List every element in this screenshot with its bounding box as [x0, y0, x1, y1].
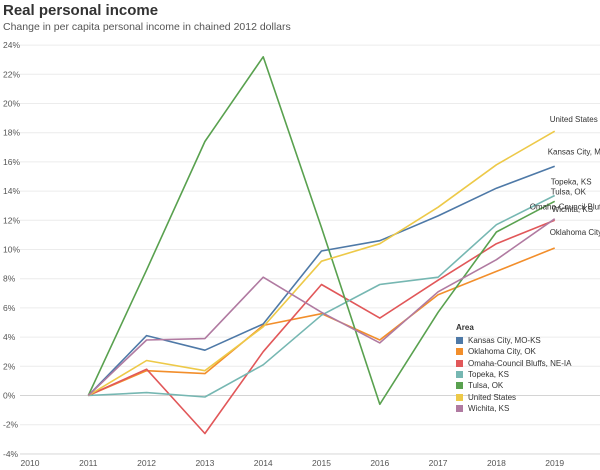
series-line [87, 247, 555, 397]
chart-title: Real personal income [3, 2, 159, 19]
legend-swatch [456, 337, 463, 345]
y-tick-label: 16% [3, 157, 20, 167]
y-tick-label: 10% [3, 245, 20, 255]
legend-items: Kansas City, MO-KS Oklahoma City, OK Omaha… [456, 335, 571, 414]
legend-label: Wichita, KS [468, 403, 510, 413]
grid-lines [20, 44, 600, 455]
legend-label: United States [468, 392, 517, 402]
series-end-label: Kansas City, MO-KS [548, 147, 600, 156]
y-tick-label: -4% [3, 449, 19, 459]
legend-item: Wichita, KS [456, 403, 571, 414]
legend-title: Area [456, 323, 474, 332]
legend-item: Topeka, KS [456, 369, 571, 380]
legend-item: Oklahoma City, OK [456, 346, 571, 357]
y-tick-label: 18% [3, 128, 20, 138]
legend-label: Kansas City, MO-KS [468, 336, 541, 346]
x-tick-label: 2016 [370, 458, 389, 468]
series-end-label: Tulsa, OK [551, 187, 587, 196]
series-line [87, 55, 556, 406]
series-end-label: Omaha-Council Bluffs, NE-IA [530, 202, 600, 211]
x-tick-label: 2017 [429, 458, 448, 468]
series-end-label: Topeka, KS [551, 177, 592, 186]
axis-labels: -4% -2% 0% 2% 4% 6% 8% 10% 12% 14% 16% 18% 20% 22% 24%… [3, 40, 564, 468]
legend-swatch [456, 359, 463, 367]
y-tick-label: 22% [3, 69, 20, 79]
y-tick-label: -2% [3, 420, 19, 430]
x-tick-label: 2012 [137, 458, 156, 468]
legend-label: Tulsa, OK [468, 381, 504, 391]
series-line [87, 218, 556, 397]
legend: Area Kansas City, MO-KS Oklahoma City, OK… [456, 323, 571, 414]
legend-label: Omaha-Council Bluffs, NE-IA [468, 358, 572, 368]
y-tick-label: 14% [3, 186, 20, 196]
legend-swatch [456, 393, 463, 401]
series-lines [87, 55, 556, 435]
series-end-label: Oklahoma City, OK [550, 228, 600, 237]
x-tick-label: 2019 [545, 458, 564, 468]
legend-item: Tulsa, OK [456, 380, 571, 391]
x-tick-label: 2015 [312, 458, 331, 468]
y-tick-label: 12% [3, 215, 20, 225]
legend-swatch [456, 371, 463, 379]
y-tick-label: 6% [3, 303, 16, 313]
legend-label: Topeka, KS [468, 370, 509, 380]
x-tick-label: 2011 [79, 458, 98, 468]
x-tick-label: 2010 [21, 458, 40, 468]
series-end-label: United States [550, 115, 598, 124]
legend-item: Kansas City, MO-KS [456, 335, 571, 346]
series-line [88, 194, 556, 398]
series-line [87, 219, 555, 435]
y-tick-label: 4% [3, 332, 16, 342]
series-line [87, 165, 555, 397]
x-tick-label: 2014 [254, 458, 273, 468]
y-tick-label: 0% [3, 391, 16, 401]
y-tick-label: 8% [3, 274, 16, 284]
x-tick-label: 2018 [487, 458, 506, 468]
y-tick-label: 20% [3, 99, 20, 109]
series-line [87, 130, 556, 397]
y-tick-label: 24% [3, 40, 20, 50]
series-end-labels: Kansas City, MO-KS Oklahoma City, OK Omaha… [530, 115, 600, 237]
legend-swatch [456, 404, 463, 412]
y-tick-label: 2% [3, 361, 16, 371]
series-end-label: Wichita, KS [552, 205, 593, 214]
legend-item: Omaha-Council Bluffs, NE-IA [456, 358, 571, 369]
legend-label: Oklahoma City, OK [468, 347, 536, 357]
legend-swatch [456, 382, 463, 390]
legend-swatch [456, 348, 463, 356]
chart-subtitle: Change in per capita personal income in … [3, 21, 291, 33]
x-tick-label: 2013 [195, 458, 214, 468]
legend-item: United States [456, 391, 571, 402]
